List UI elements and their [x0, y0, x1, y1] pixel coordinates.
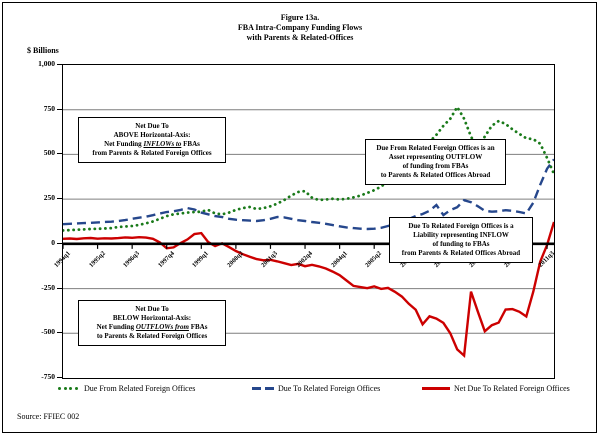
annotation-due-from-box: Due From Related Foreign Offices is an A…: [365, 139, 506, 185]
annotation-above-axis-box: Net Due To ABOVE Horizontal-Axis: Net Fu…: [78, 117, 226, 163]
source-note: Source: FFIEC 002: [17, 412, 80, 421]
annotation-emphasis: OUTFLOWs from: [135, 323, 189, 331]
legend-item-net-due-to: Net Due To Related Foreign Offices: [422, 384, 570, 393]
annotation-text: Net Funding: [104, 140, 144, 148]
legend-label: Due From Related Foreign Offices: [84, 384, 196, 393]
annotation-line: Net Due To: [135, 305, 169, 313]
annotation-text: FBAs: [181, 140, 200, 148]
annotation-emphasis: INFLOWs to: [143, 140, 182, 148]
legend-dashed-line-sample: [252, 387, 274, 390]
plot-area: 1994q1 1995q2 1996q3 1997q4 1999q1 2000q2 2001…: [53, 64, 556, 379]
annotation-text: Net Funding: [96, 323, 136, 331]
legend-dotted-line-sample: [58, 387, 80, 390]
annotation-line: Net Funding INFLOWs to FBAs: [82, 140, 222, 149]
annotation-line: Due To Related Foreign Offices is a: [408, 222, 514, 230]
annotation-text: FBAs: [188, 323, 208, 331]
series-dotted: [63, 104, 554, 232]
legend-label: Due To Related Foreign Offices: [278, 384, 381, 393]
chart-legend: Due From Related Foreign Offices Due To …: [0, 384, 600, 398]
annotation-line: from Parents & Related Foreign Offices: [92, 149, 212, 157]
annotation-line: Liability representing INFLOW: [413, 231, 509, 239]
chart-title: Figure 13a. FBA Intra-Company Funding Fl…: [0, 13, 600, 43]
annotation-line: BELOW Horizontal-Axis:: [112, 314, 192, 322]
chart-title-line1: Figure 13a.: [280, 13, 320, 22]
legend-solid-line-sample: [422, 387, 450, 390]
annotation-line: Due From Related Foreign Offices is an: [376, 144, 495, 152]
y-axis-unit-label: $ Billions: [27, 46, 59, 55]
annotation-due-to-box: Due To Related Foreign Offices is a Liab…: [389, 217, 533, 263]
annotation-line: of funding to FBAs: [432, 240, 490, 248]
series-solid: [63, 221, 554, 359]
annotation-line: Net Funding OUTFLOWs from FBAs: [82, 323, 222, 332]
chart-title-line2: FBA Intra-Company Funding Flows: [237, 23, 363, 32]
annotation-line: ABOVE Horizontal-Axis:: [113, 131, 191, 139]
annotation-line: to Parents & Related Foreign Offices: [96, 332, 208, 340]
annotation-line: from Parents & Related Offices Abroad: [401, 249, 521, 257]
annotation-line: Net Due To: [135, 122, 169, 130]
annotation-below-axis-box: Net Due To BELOW Horizontal-Axis: Net Fu…: [78, 300, 226, 346]
legend-label: Net Due To Related Foreign Offices: [454, 384, 570, 393]
annotation-line: Asset representing OUTFLOW: [388, 153, 483, 161]
annotation-line: of funding from FBAs: [402, 162, 469, 170]
legend-item-due-from: Due From Related Foreign Offices: [58, 384, 195, 393]
legend-item-due-to: Due To Related Foreign Offices: [252, 384, 380, 393]
annotation-line: to Parents & Related Offices Abroad: [380, 171, 491, 179]
chart-title-line3: with Parents & Related-Offices: [246, 33, 354, 42]
